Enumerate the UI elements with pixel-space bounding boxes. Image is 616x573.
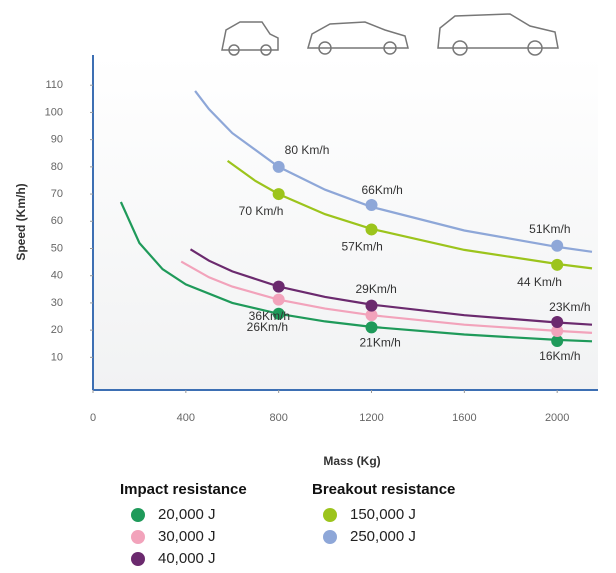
data-point [551,258,564,271]
x-tick-label: 2000 [545,412,569,424]
data-point [551,239,564,252]
x-axis-title: Mass (Kg) [323,454,380,468]
data-point [551,315,564,328]
legend-title: Impact resistance [120,481,247,498]
y-tick-label: 100 [45,106,63,118]
legend-swatch [131,508,145,522]
y-tick-label: 10 [51,351,63,363]
data-label: 66Km/h [362,183,403,197]
y-tick-label: 50 [51,242,63,254]
legend-swatch [323,508,337,522]
data-label: 21Km/h [360,336,401,350]
data-label: 16Km/h [539,349,580,363]
data-point [272,160,285,173]
data-point [551,324,564,337]
x-tick-label: 800 [269,412,287,424]
y-tick-label: 80 [51,161,63,173]
data-point [272,307,285,320]
data-label: 57Km/h [342,240,383,254]
data-point [365,299,378,312]
data-label: 51Km/h [529,222,570,236]
y-axis-title: Speed (Km/h) [14,183,28,260]
data-point [365,198,378,211]
y-tick-label: 70 [51,188,63,200]
data-point [272,293,285,306]
legend-label: 150,000 J [350,506,416,523]
legend-title: Breakout resistance [312,481,455,498]
data-point [365,321,378,334]
legend-swatch [131,530,145,544]
x-tick-label: 1600 [452,412,476,424]
y-tick-label: 20 [51,324,63,336]
data-label: 26Km/h [247,320,288,334]
data-point [551,335,564,348]
data-label: 70 Km/h [239,204,284,218]
x-tick-label: 1200 [359,412,383,424]
y-tick-label: 40 [51,270,63,282]
vehicle-icons [221,13,559,56]
curve [189,248,593,326]
data-point [365,223,378,236]
data-label: 44 Km/h [517,275,562,289]
data-label: 23Km/h [549,300,590,314]
x-tick-label: 0 [90,412,96,424]
legend-swatch [323,530,337,544]
curve [194,90,593,253]
data-label: 36Km/h [249,309,290,323]
data-label: 80 Km/h [285,143,330,157]
x-tick-label: 400 [177,412,195,424]
plot-area [93,55,598,390]
legend-swatch [131,552,145,566]
data-point [365,309,378,322]
data-label: 29Km/h [356,282,397,296]
curve [180,260,593,334]
y-tick-label: 110 [45,79,63,91]
data-point [272,280,285,293]
data-point [272,188,285,201]
y-tick-label: 30 [51,297,63,309]
legend-label: 20,000 J [158,506,216,523]
legend-label: 250,000 J [350,528,416,545]
legend-label: 30,000 J [158,528,216,545]
y-tick-label: 90 [51,134,63,146]
curve [226,160,593,270]
legend-label: 40,000 J [158,550,216,567]
y-tick-label: 60 [51,215,63,227]
